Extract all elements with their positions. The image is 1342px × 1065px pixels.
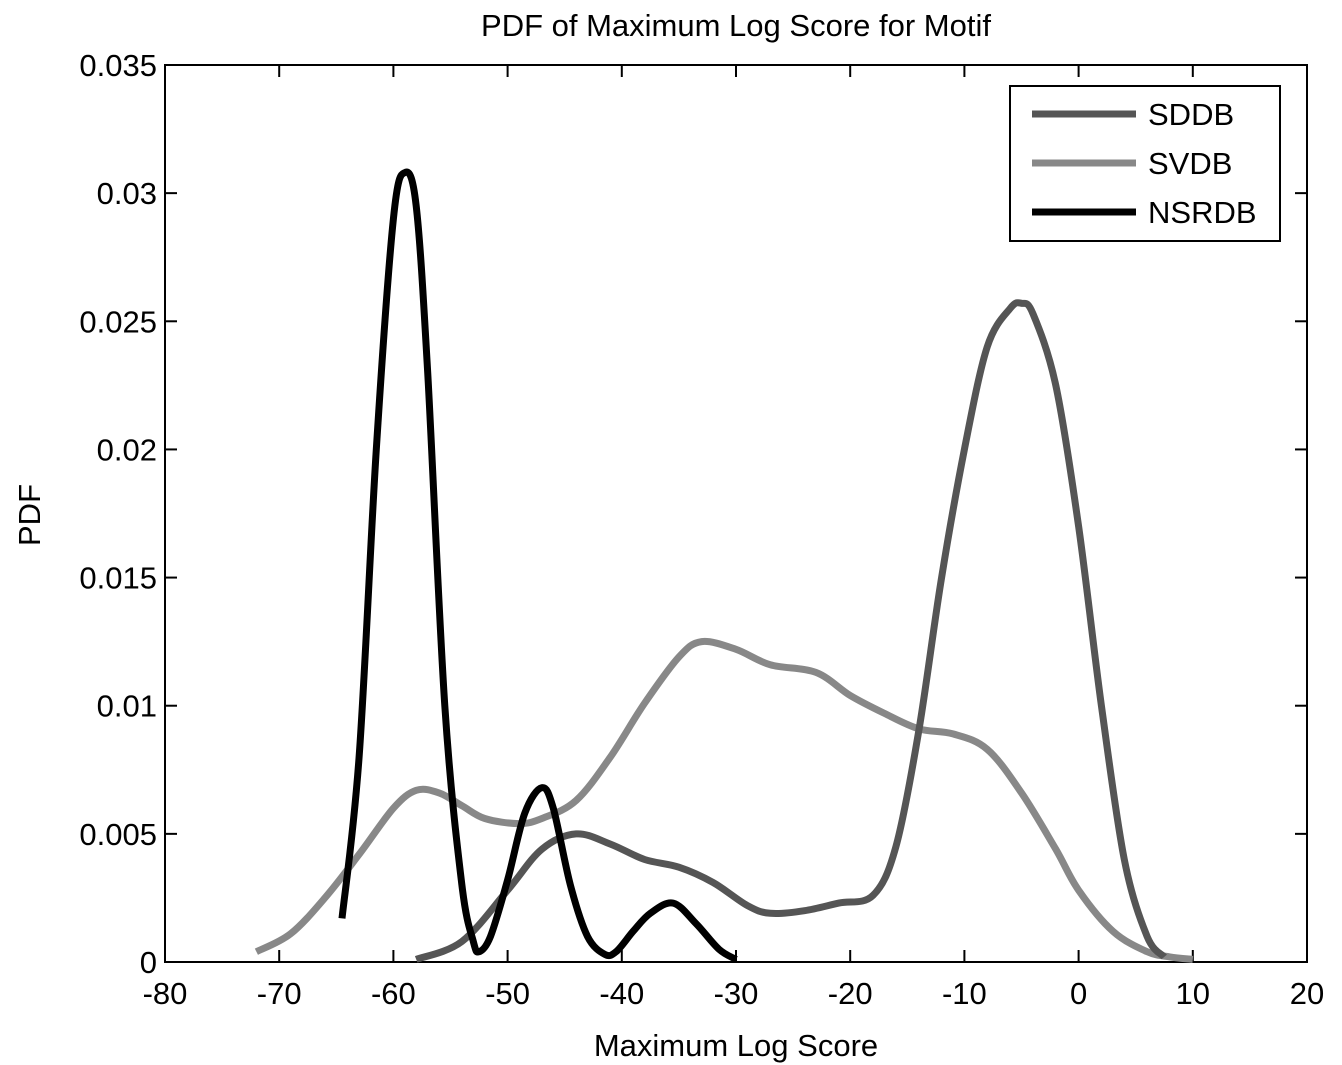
x-tick-label: -30 (714, 976, 759, 1011)
x-tick-label: -20 (828, 976, 873, 1011)
legend-label-nsrdb: NSRDB (1148, 195, 1257, 230)
series-line-nsrdb (338, 168, 738, 963)
x-tick-label: -80 (143, 976, 188, 1011)
legend-label-svdb: SVDB (1148, 146, 1232, 181)
y-tick-label: 0.03 (97, 176, 157, 211)
y-tick-label: 0.01 (97, 689, 157, 724)
x-tick-label: 10 (1176, 976, 1210, 1011)
x-tick-label: 0 (1070, 976, 1087, 1011)
x-tick-label: 20 (1290, 976, 1324, 1011)
chart-title: PDF of Maximum Log Score for Motif (481, 8, 991, 43)
y-tick-label: 0.035 (79, 48, 157, 83)
x-tick-label: -10 (942, 976, 987, 1011)
y-axis-label: PDF (12, 484, 47, 546)
series-line-svdb (254, 637, 1194, 963)
legend: SDDB SVDB NSRDB (1009, 85, 1281, 242)
x-tick-label: -70 (257, 976, 302, 1011)
legend-label-sddb: SDDB (1148, 97, 1234, 132)
series-line-sddb (414, 299, 1167, 963)
x-axis-label: Maximum Log Score (594, 1028, 878, 1063)
x-tick-label: -40 (599, 976, 644, 1011)
y-tick-label: 0.015 (79, 561, 157, 596)
x-tick-label: -50 (485, 976, 530, 1011)
x-tick-label: -60 (371, 976, 416, 1011)
y-tick-label: 0 (140, 945, 157, 980)
y-tick-label: 0.005 (79, 817, 157, 852)
y-tick-label: 0.02 (97, 432, 157, 467)
y-tick-label: 0.025 (79, 304, 157, 339)
